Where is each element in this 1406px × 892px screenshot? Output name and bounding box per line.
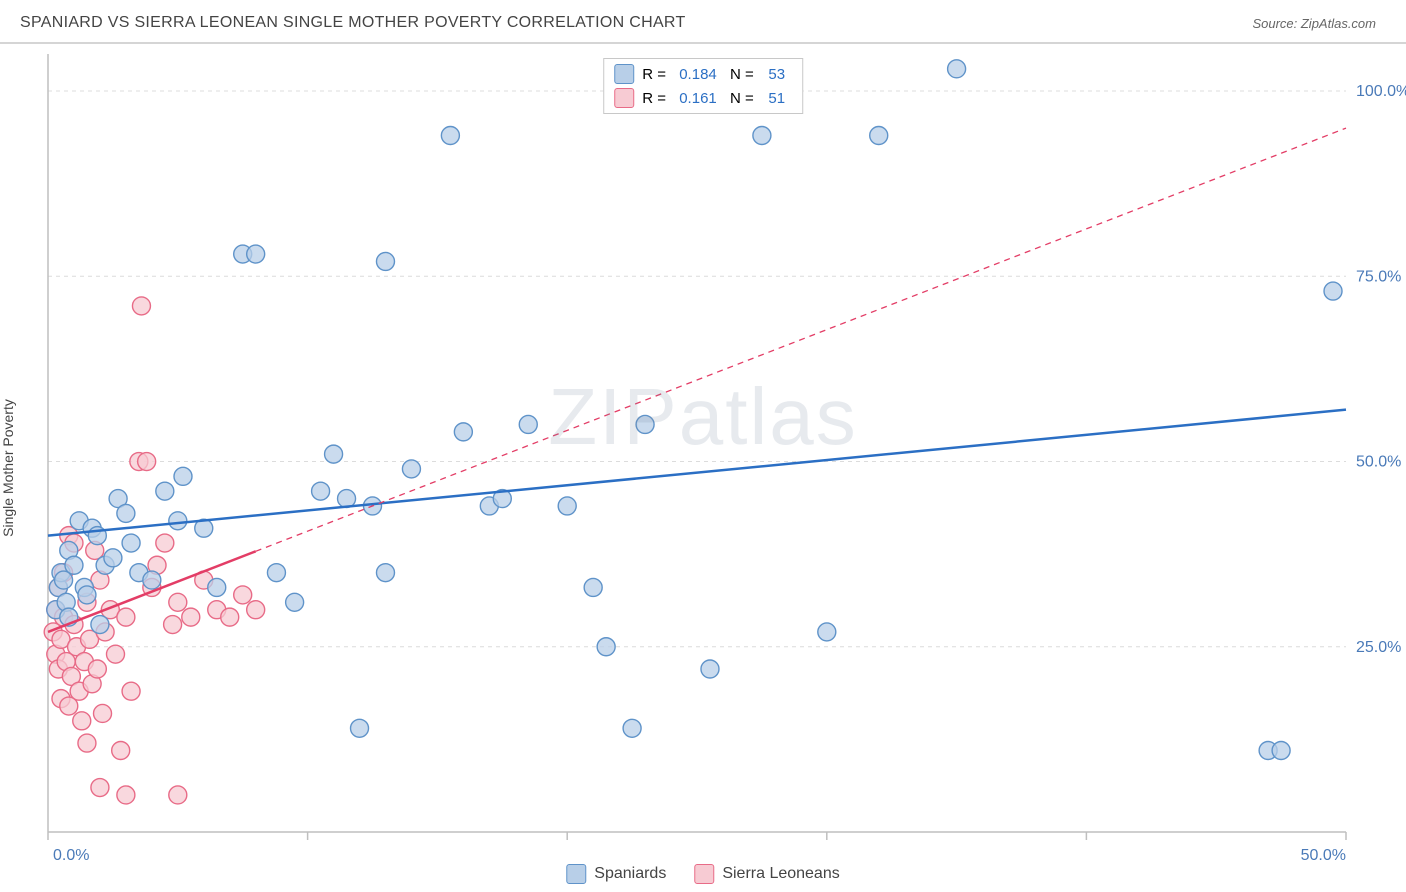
- swatch-sierra-bottom: [694, 864, 714, 884]
- n-value-sierra: 51: [762, 90, 792, 107]
- chart-title: SPANIARD VS SIERRA LEONEAN SINGLE MOTHER…: [20, 14, 686, 32]
- legend-item-sierra: Sierra Leoneans: [694, 864, 839, 884]
- y-axis-label: Single Mother Poverty: [0, 399, 16, 537]
- svg-text:25.0%: 25.0%: [1356, 639, 1401, 656]
- r-value-spaniards: 0.184: [674, 66, 722, 83]
- chart-area: Single Mother Poverty 25.0% 50.0% 75.0% 100…: [0, 44, 1406, 892]
- legend-item-spaniards: Spaniards: [566, 864, 666, 884]
- chart-header: SPANIARD VS SIERRA LEONEAN SINGLE MOTHER…: [0, 0, 1406, 44]
- swatch-spaniards: [614, 64, 634, 84]
- svg-text:75.0%: 75.0%: [1356, 268, 1401, 285]
- n-value-spaniards: 53: [762, 66, 792, 83]
- correlation-legend: R = 0.184 N = 53 R = 0.161 N = 51: [603, 58, 803, 114]
- scatter-plot: 25.0% 50.0% 75.0% 100.0% 0.0% 50.0%: [40, 44, 1406, 892]
- svg-text:0.0%: 0.0%: [53, 847, 89, 864]
- legend-row-sierra: R = 0.161 N = 51: [614, 86, 792, 110]
- chart-source: Source: ZipAtlas.com: [1252, 16, 1376, 31]
- series-legend: Spaniards Sierra Leoneans: [566, 864, 839, 884]
- swatch-spaniards-bottom: [566, 864, 586, 884]
- r-value-sierra: 0.161: [674, 90, 722, 107]
- svg-text:100.0%: 100.0%: [1356, 83, 1406, 100]
- legend-row-spaniards: R = 0.184 N = 53: [614, 62, 792, 86]
- svg-text:50.0%: 50.0%: [1356, 454, 1401, 471]
- svg-text:50.0%: 50.0%: [1301, 847, 1346, 864]
- swatch-sierra: [614, 88, 634, 108]
